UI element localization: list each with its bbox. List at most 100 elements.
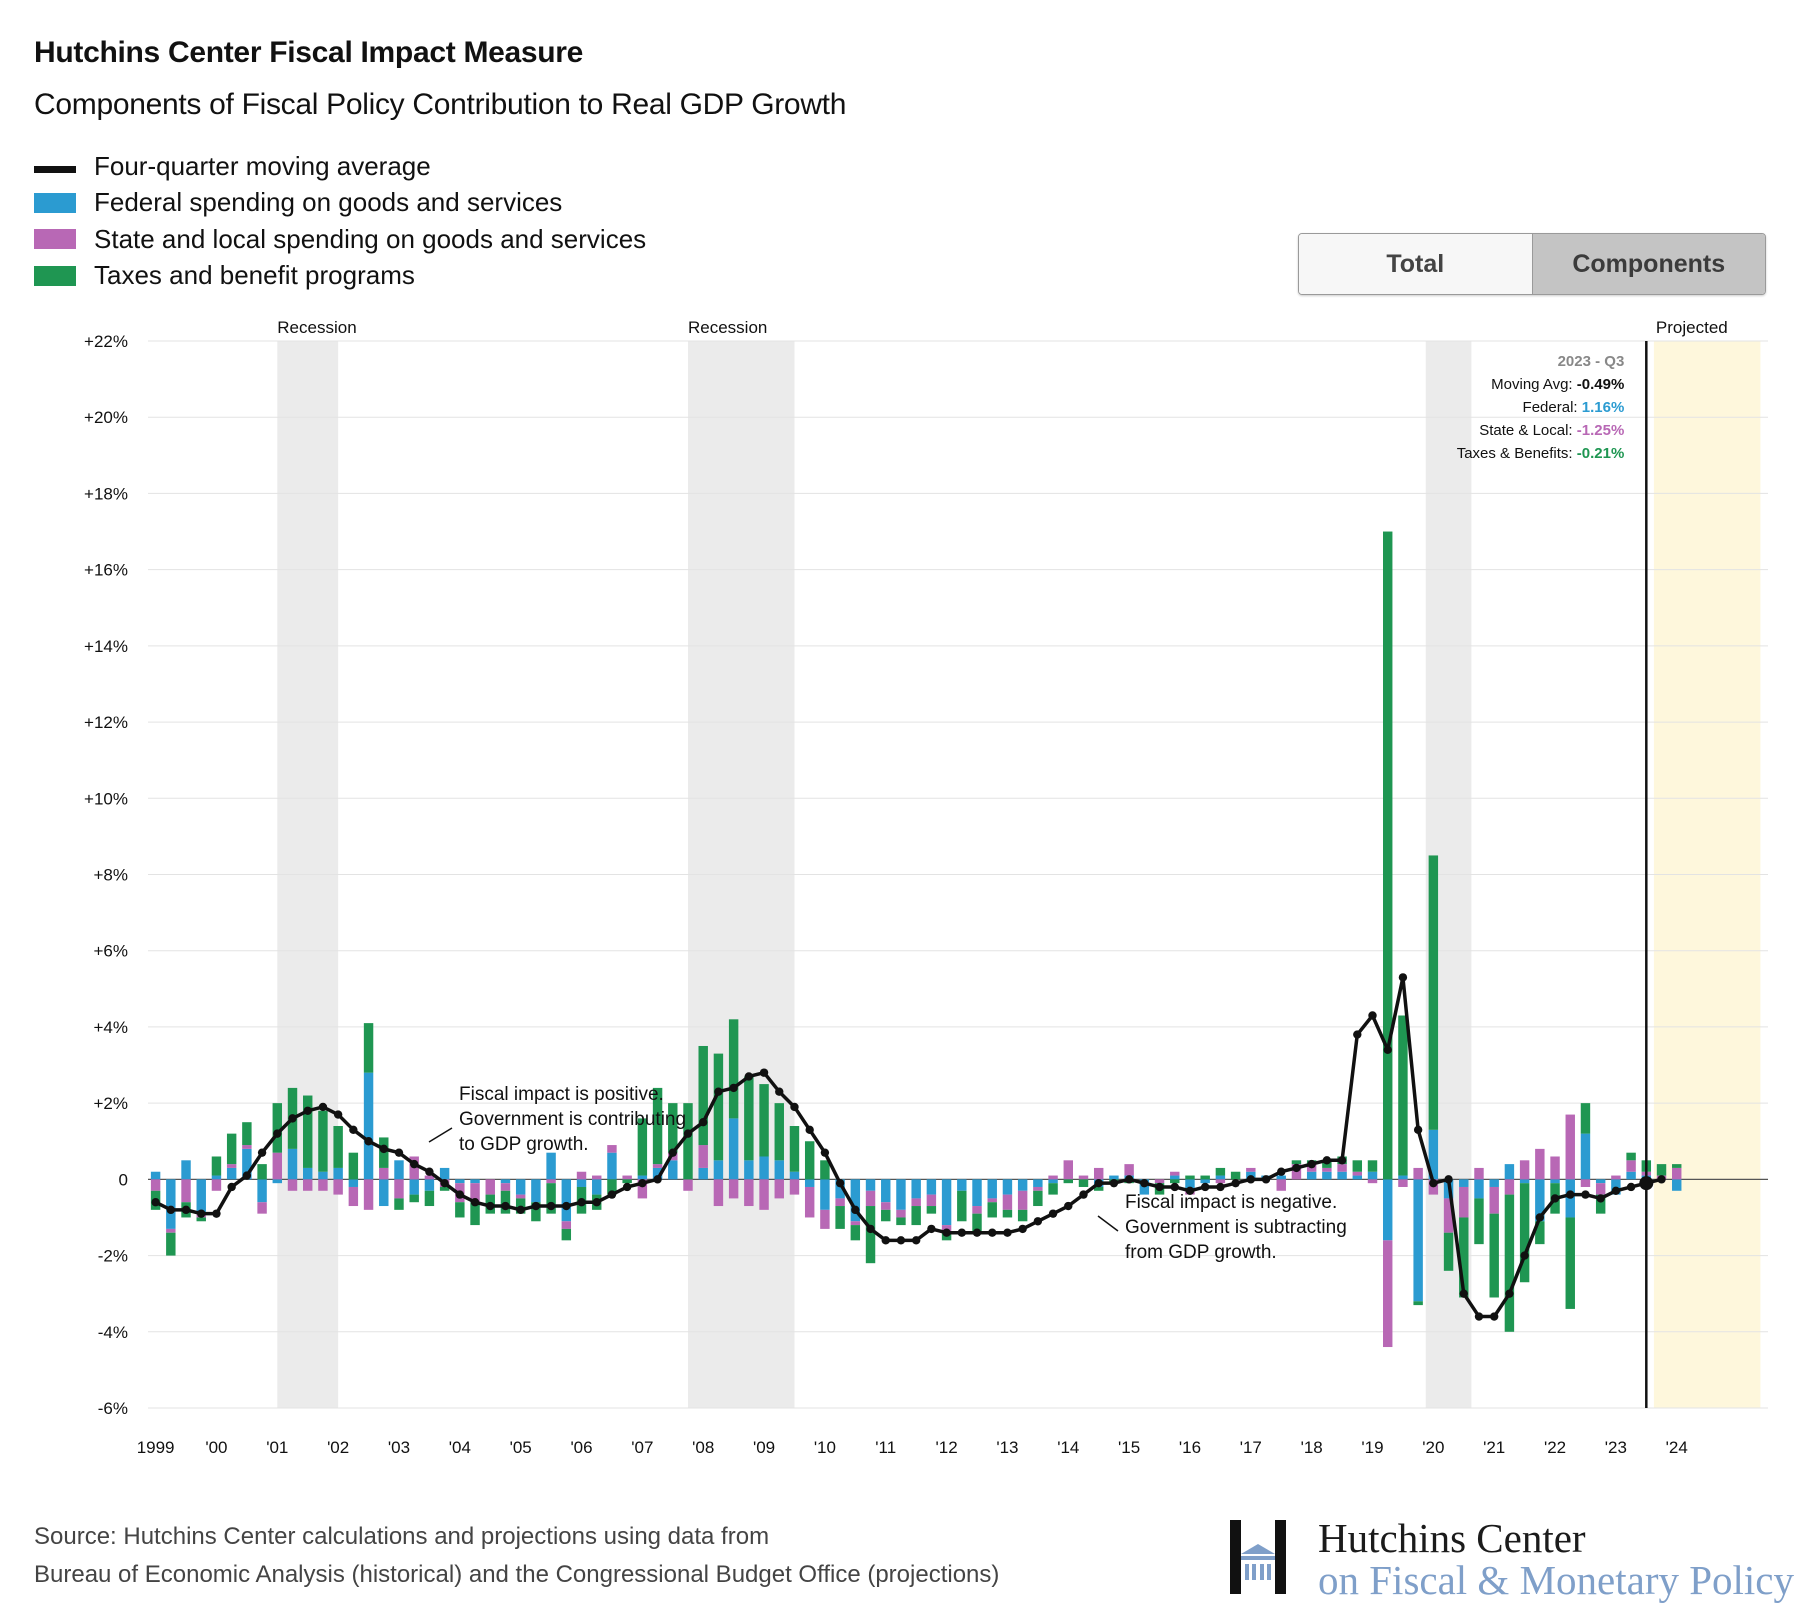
bar-segment (531, 1202, 541, 1222)
legend-item-federal[interactable]: Federal spending on goods and services (34, 185, 646, 222)
moving-average-line (151, 973, 1666, 1321)
components-button[interactable]: Components (1532, 234, 1765, 294)
moving-average-point (1337, 1156, 1347, 1165)
moving-average-point (1429, 1178, 1438, 1188)
legend-label-taxes: Taxes and benefit programs (94, 260, 415, 291)
moving-average-point (1155, 1182, 1164, 1192)
moving-average-point (1626, 1182, 1636, 1192)
legend-label-state-local: State and local spending on goods and se… (94, 223, 647, 254)
bar-segment (318, 1110, 328, 1172)
moving-average-point (197, 1209, 206, 1218)
bar-segment (1154, 1179, 1165, 1184)
bar-segment (1550, 1179, 1560, 1184)
bar-segment (196, 1179, 206, 1214)
bar-segment (698, 1145, 708, 1168)
moving-average-point (166, 1205, 176, 1215)
bar-segment (1048, 1183, 1058, 1195)
view-toggle: Total Components (1298, 233, 1766, 295)
bar-segment (804, 1179, 815, 1187)
moving-average-point (866, 1224, 875, 1234)
bar-segment (926, 1206, 937, 1214)
moving-average-point (744, 1072, 754, 1081)
bar-segment (226, 1133, 237, 1165)
x-tick-label: '17 (1240, 1438, 1262, 1457)
moving-average-point (835, 1178, 845, 1188)
moving-average-point (1261, 1175, 1271, 1184)
moving-average-point (303, 1106, 312, 1115)
moving-average-point (1353, 1030, 1362, 1039)
moving-average-point (1003, 1228, 1012, 1237)
logo-text-line-2: on Fiscal & Monetary Policy (1318, 1557, 1795, 1603)
y-tick-label: -2% (98, 1247, 128, 1266)
bar-segment (1489, 1179, 1499, 1187)
bar-segment (728, 1179, 739, 1199)
bar-segment (1230, 1171, 1241, 1180)
legend-item-moving-average[interactable]: Four-quarter moving average (34, 148, 646, 185)
projected-label: Projected (1656, 318, 1728, 337)
bar-segment (1474, 1179, 1484, 1199)
moving-average-point (1079, 1190, 1088, 1199)
bar-segment (166, 1232, 176, 1256)
bar-segment (759, 1084, 769, 1157)
bar-segment (1276, 1175, 1286, 1180)
moving-average-point (881, 1236, 890, 1245)
legend: Four-quarter moving average Federal spen… (34, 148, 646, 294)
moving-average-point (1459, 1289, 1468, 1298)
legend-item-taxes[interactable]: Taxes and benefit programs (34, 258, 646, 295)
x-tick-label: '21 (1483, 1438, 1505, 1457)
bar-segment (439, 1186, 450, 1191)
moving-average-point (790, 1102, 799, 1112)
bar-segment (379, 1167, 389, 1180)
total-button[interactable]: Total (1299, 234, 1533, 294)
bar-segment (1033, 1190, 1043, 1207)
bar-segment (592, 1179, 602, 1195)
moving-average-point (1474, 1312, 1484, 1321)
bar-segment (881, 1202, 891, 1210)
bar-segment (972, 1213, 982, 1233)
bar-segment (470, 1202, 480, 1226)
bar-segment (1124, 1164, 1134, 1176)
bar-segment (394, 1179, 404, 1199)
bar-segment (1595, 1179, 1606, 1184)
legend-item-state-local[interactable]: State and local spending on goods and se… (34, 221, 646, 258)
bar-segment (1352, 1160, 1363, 1172)
bar-segment (181, 1179, 191, 1203)
bar-segment (242, 1122, 252, 1146)
bar-segment (1367, 1171, 1378, 1180)
bar-segment (652, 1087, 663, 1165)
bar-segment (713, 1179, 724, 1207)
bar-segment (1672, 1179, 1682, 1191)
moving-average-point (318, 1102, 328, 1112)
moving-average-point (1140, 1178, 1149, 1188)
bar-segment (926, 1194, 937, 1207)
moving-average-point (1307, 1159, 1316, 1169)
bar-segment (728, 1019, 739, 1119)
bar-segment (652, 1164, 663, 1168)
y-tick-label: +18% (84, 484, 128, 503)
y-tick-label: +20% (84, 408, 128, 427)
x-tick-label: '09 (753, 1438, 775, 1457)
moving-average-point (1064, 1201, 1073, 1211)
moving-average-point (470, 1198, 480, 1207)
bar-segment (455, 1179, 465, 1184)
bar-segment (1611, 1175, 1621, 1180)
bar-segment (1002, 1209, 1013, 1218)
bar-segment (303, 1167, 313, 1180)
bar-segment (683, 1179, 693, 1191)
bar-segment (774, 1160, 784, 1180)
moving-average-point (394, 1148, 404, 1157)
bar-segment (1398, 1179, 1408, 1187)
bar-segment (1398, 1175, 1408, 1180)
bar-segment (850, 1225, 861, 1241)
bar-segment (439, 1167, 450, 1180)
source-line-2: Bureau of Economic Analysis (historical)… (34, 1561, 1000, 1588)
x-tick-label: '03 (388, 1438, 410, 1457)
bar-segment (470, 1183, 480, 1203)
bar-segment (835, 1179, 845, 1199)
bar-segment (1033, 1179, 1043, 1187)
bar-segment (1595, 1194, 1606, 1214)
bar-segment (394, 1160, 404, 1180)
bar-segment (592, 1175, 602, 1180)
moving-average-point (516, 1205, 525, 1215)
hutchins-logo: Hutchins Center on Fiscal & Monetary Pol… (1230, 1508, 1794, 1608)
